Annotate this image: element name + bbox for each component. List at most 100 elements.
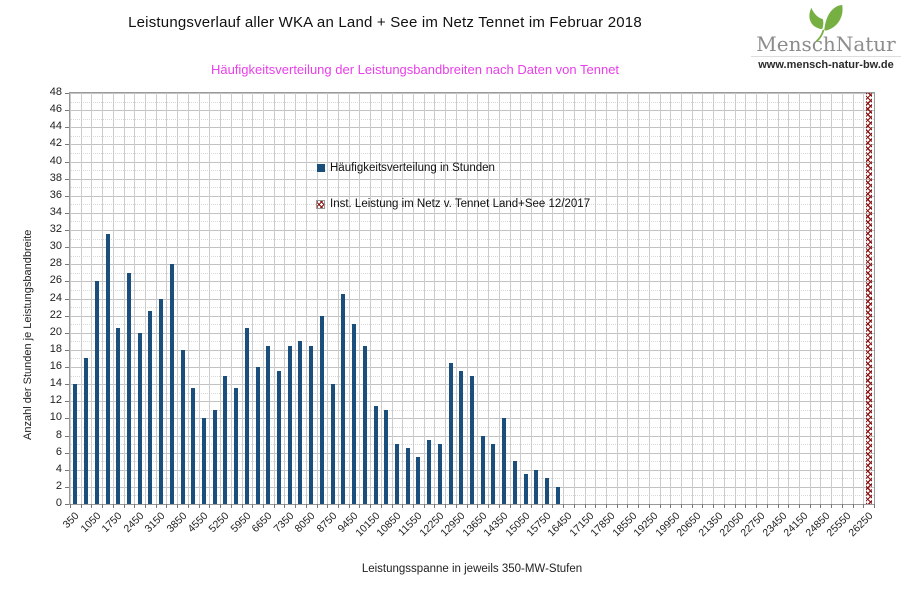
gridline-v xyxy=(466,93,468,504)
y-tick-label: 4 xyxy=(55,462,62,475)
gridline-h xyxy=(70,144,874,146)
y-tick-label: 10 xyxy=(49,411,62,424)
gridline-v xyxy=(123,93,125,504)
gridline-h xyxy=(70,238,874,240)
y-tick-label: 44 xyxy=(49,120,62,133)
gridline-h xyxy=(70,161,874,163)
bar xyxy=(502,418,507,504)
gridline-v xyxy=(606,93,607,504)
x-tick-mark xyxy=(423,504,425,508)
gridline-v xyxy=(691,93,693,504)
x-tick-mark xyxy=(798,504,800,508)
gridline-v xyxy=(455,93,457,504)
gridline-v xyxy=(262,93,264,504)
gridline-v xyxy=(134,93,136,504)
x-tick-mark xyxy=(455,504,457,508)
gridline-h xyxy=(70,247,874,249)
x-tick-mark xyxy=(820,504,822,508)
gridline-v xyxy=(423,93,425,504)
gridline-v xyxy=(155,93,157,504)
gridline-h xyxy=(70,358,874,360)
ginkgo-leaf-icon xyxy=(809,4,843,42)
x-tick-mark xyxy=(209,504,211,508)
x-tick-mark xyxy=(648,504,650,508)
gridline-h xyxy=(70,178,874,180)
gridline-h xyxy=(70,204,874,206)
x-tick-mark xyxy=(852,504,854,508)
y-tick-mark xyxy=(65,452,69,454)
gridline-v xyxy=(102,93,104,504)
gridline-v xyxy=(820,93,822,504)
gridline-v xyxy=(187,93,189,504)
y-tick-mark xyxy=(65,332,69,334)
gridline-v xyxy=(445,93,447,504)
x-tick-mark xyxy=(488,504,490,508)
y-tick-label: 40 xyxy=(49,154,62,167)
gridline-h xyxy=(70,332,874,334)
gridline-v xyxy=(595,93,597,504)
gridline-v xyxy=(488,93,490,504)
x-tick-mark xyxy=(220,504,222,508)
gridline-v xyxy=(670,93,672,504)
legend-swatch-crosshatch-square xyxy=(316,199,325,209)
legend-swatch-blue-square xyxy=(317,164,325,172)
x-tick-mark xyxy=(552,504,554,508)
bar xyxy=(373,405,378,504)
x-tick-mark xyxy=(273,504,275,508)
bar xyxy=(437,444,442,504)
gridline-v xyxy=(756,93,758,504)
bar xyxy=(362,345,367,504)
x-tick-mark xyxy=(305,504,307,508)
x-tick-mark xyxy=(380,504,382,508)
y-tick-mark xyxy=(65,401,69,403)
bar xyxy=(191,388,196,504)
gridline-v xyxy=(659,93,661,504)
bar xyxy=(427,439,432,504)
bar xyxy=(116,328,121,504)
gridline-h xyxy=(70,341,874,343)
bar xyxy=(126,272,131,504)
y-tick-mark xyxy=(65,281,69,283)
bar xyxy=(223,375,228,504)
x-tick-mark xyxy=(541,504,543,508)
gridline-v xyxy=(863,93,865,504)
gridline-v xyxy=(584,93,586,504)
gridline-v xyxy=(702,93,704,504)
bar xyxy=(148,311,153,504)
y-tick-label: 12 xyxy=(49,394,62,407)
x-tick-mark xyxy=(413,504,415,508)
gridline-h xyxy=(70,135,874,137)
gridline-h xyxy=(70,221,874,223)
y-tick-mark xyxy=(65,93,69,94)
bar xyxy=(105,234,110,504)
x-tick-mark xyxy=(91,504,93,508)
bar xyxy=(330,384,335,504)
gridline-v xyxy=(391,93,393,504)
gridline-v xyxy=(295,93,297,504)
y-tick-label: 0 xyxy=(55,497,62,509)
gridline-v xyxy=(520,93,522,504)
x-tick-mark xyxy=(595,504,597,508)
y-tick-mark xyxy=(65,127,69,129)
plot-area xyxy=(69,92,875,505)
gridline-h xyxy=(70,272,874,274)
gridline-h xyxy=(70,289,874,291)
gridline-v xyxy=(498,93,500,504)
bar xyxy=(405,448,410,504)
bar xyxy=(234,388,239,504)
x-tick-mark xyxy=(659,504,661,508)
x-tick-mark xyxy=(166,504,168,508)
y-tick-mark xyxy=(65,264,69,266)
x-tick-mark xyxy=(627,504,629,508)
y-tick-label: 30 xyxy=(49,240,62,253)
gridline-v xyxy=(166,93,168,504)
y-tick-mark xyxy=(65,247,69,249)
x-tick-mark xyxy=(123,504,125,508)
y-tick-label: 48 xyxy=(49,86,62,98)
gridline-v xyxy=(766,93,768,504)
bar xyxy=(309,345,314,504)
bar xyxy=(180,349,185,504)
gridline-v xyxy=(305,93,307,504)
logo-website-text: www.mensch-natur-bw.de xyxy=(751,56,901,71)
